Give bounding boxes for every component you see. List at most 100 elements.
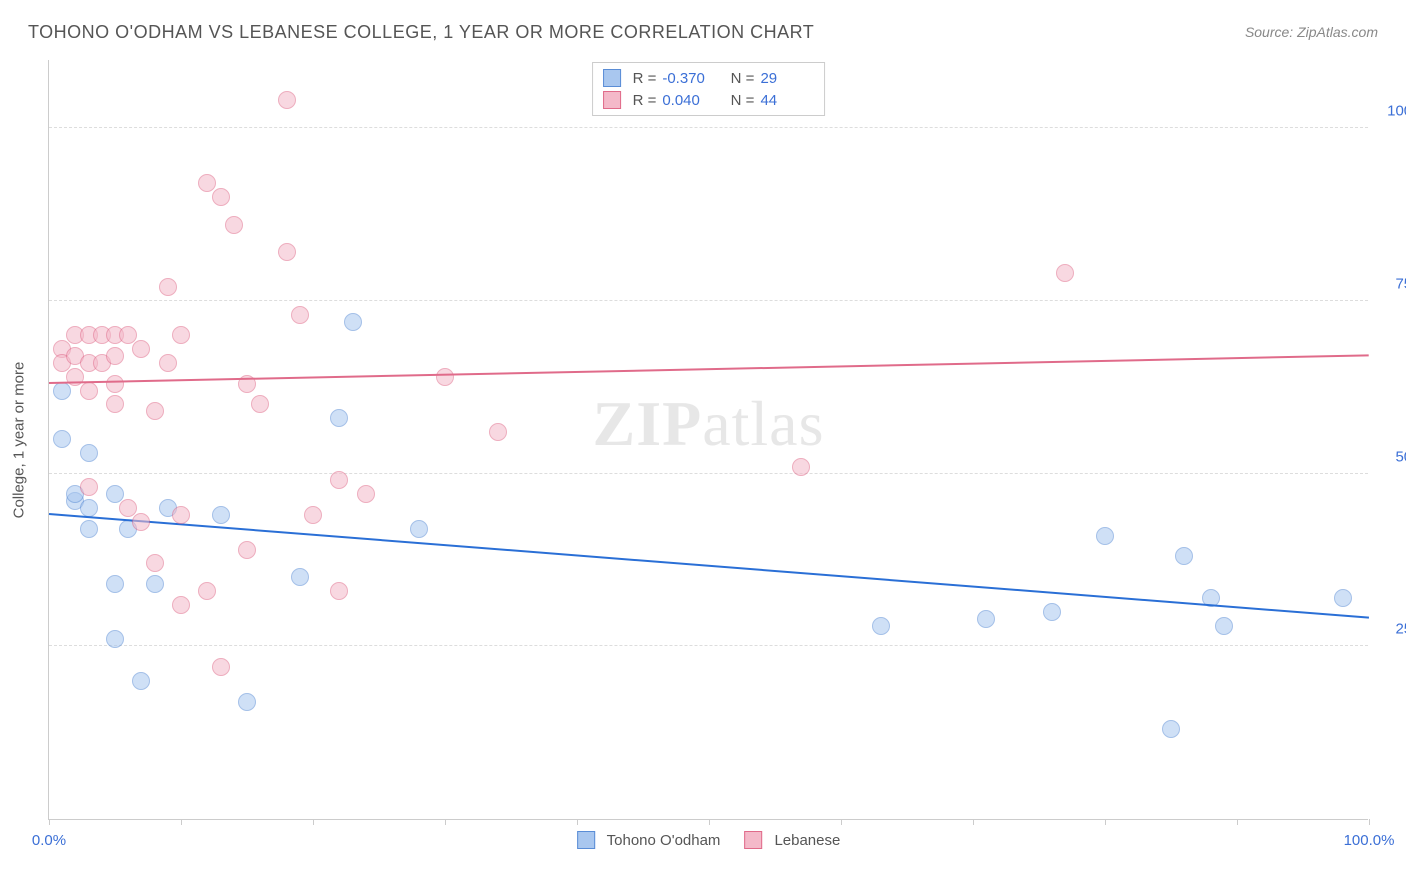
scatter-point bbox=[198, 582, 216, 600]
y-tick-label: 50.0% bbox=[1378, 448, 1406, 465]
legend-swatch bbox=[577, 831, 595, 849]
scatter-point bbox=[1056, 264, 1074, 282]
scatter-point bbox=[410, 520, 428, 538]
scatter-point bbox=[146, 575, 164, 593]
y-tick-label: 25.0% bbox=[1378, 621, 1406, 638]
x-tick-mark bbox=[577, 819, 578, 825]
scatter-point bbox=[1175, 547, 1193, 565]
x-tick-label: 100.0% bbox=[1344, 832, 1395, 849]
scatter-point bbox=[872, 617, 890, 635]
series-legend-label: Tohono O'odham bbox=[607, 832, 721, 849]
scatter-point bbox=[53, 382, 71, 400]
scatter-point bbox=[330, 582, 348, 600]
scatter-point bbox=[251, 395, 269, 413]
scatter-point bbox=[1096, 527, 1114, 545]
scatter-point bbox=[80, 520, 98, 538]
legend-swatch bbox=[603, 91, 621, 109]
scatter-point bbox=[172, 326, 190, 344]
x-tick-mark bbox=[841, 819, 842, 825]
trend-line bbox=[49, 354, 1369, 384]
r-label: R = bbox=[633, 70, 657, 87]
scatter-point bbox=[132, 340, 150, 358]
scatter-point bbox=[1215, 617, 1233, 635]
series-legend-item: Lebanese bbox=[744, 831, 840, 849]
scatter-point bbox=[1162, 720, 1180, 738]
scatter-point bbox=[80, 478, 98, 496]
scatter-point bbox=[977, 610, 995, 628]
scatter-point bbox=[106, 347, 124, 365]
scatter-point bbox=[330, 409, 348, 427]
scatter-point bbox=[132, 513, 150, 531]
y-tick-label: 75.0% bbox=[1378, 275, 1406, 292]
scatter-point bbox=[1334, 589, 1352, 607]
x-tick-mark bbox=[49, 819, 50, 825]
stats-legend-row: R = 0.040 N = 44 bbox=[603, 89, 815, 111]
scatter-point bbox=[106, 375, 124, 393]
scatter-point bbox=[436, 368, 454, 386]
x-tick-mark bbox=[709, 819, 710, 825]
scatter-point bbox=[106, 630, 124, 648]
scatter-point bbox=[212, 188, 230, 206]
scatter-point bbox=[489, 423, 507, 441]
y-tick-label: 100.0% bbox=[1378, 103, 1406, 120]
watermark-bold: ZIP bbox=[593, 388, 703, 459]
r-value: 0.040 bbox=[662, 92, 716, 109]
x-tick-mark bbox=[181, 819, 182, 825]
scatter-point bbox=[53, 430, 71, 448]
scatter-point bbox=[172, 596, 190, 614]
x-tick-mark bbox=[1237, 819, 1238, 825]
scatter-point bbox=[80, 382, 98, 400]
x-tick-mark bbox=[313, 819, 314, 825]
stats-legend: R = -0.370 N = 29 R = 0.040 N = 44 bbox=[592, 62, 826, 116]
r-value: -0.370 bbox=[662, 70, 716, 87]
gridline bbox=[49, 300, 1368, 301]
trend-line bbox=[49, 513, 1369, 619]
scatter-point bbox=[278, 91, 296, 109]
x-tick-mark bbox=[445, 819, 446, 825]
n-value: 29 bbox=[760, 70, 814, 87]
scatter-point bbox=[159, 354, 177, 372]
scatter-point bbox=[291, 306, 309, 324]
gridline bbox=[49, 645, 1368, 646]
chart-title: TOHONO O'ODHAM VS LEBANESE COLLEGE, 1 YE… bbox=[28, 22, 814, 43]
gridline bbox=[49, 127, 1368, 128]
scatter-point bbox=[159, 278, 177, 296]
scatter-point bbox=[1043, 603, 1061, 621]
y-axis-label: College, 1 year or more bbox=[11, 361, 28, 518]
n-value: 44 bbox=[760, 92, 814, 109]
n-label: N = bbox=[722, 92, 754, 109]
n-label: N = bbox=[722, 70, 754, 87]
scatter-point bbox=[238, 693, 256, 711]
scatter-point bbox=[792, 458, 810, 476]
scatter-point bbox=[344, 313, 362, 331]
watermark: ZIPatlas bbox=[593, 387, 825, 461]
scatter-point bbox=[238, 541, 256, 559]
scatter-point bbox=[80, 444, 98, 462]
legend-swatch bbox=[744, 831, 762, 849]
x-tick-label: 0.0% bbox=[32, 832, 66, 849]
scatter-point bbox=[330, 471, 348, 489]
scatter-plot: College, 1 year or more ZIPatlas R =-0.3… bbox=[48, 60, 1368, 820]
x-tick-mark bbox=[1105, 819, 1106, 825]
scatter-point bbox=[291, 568, 309, 586]
series-legend-item: Tohono O'odham bbox=[577, 831, 721, 849]
scatter-point bbox=[106, 395, 124, 413]
x-tick-mark bbox=[1369, 819, 1370, 825]
x-tick-mark bbox=[973, 819, 974, 825]
scatter-point bbox=[132, 672, 150, 690]
gridline bbox=[49, 473, 1368, 474]
scatter-point bbox=[106, 575, 124, 593]
scatter-point bbox=[225, 216, 243, 234]
source-attribution: Source: ZipAtlas.com bbox=[1245, 24, 1378, 40]
legend-swatch bbox=[603, 69, 621, 87]
scatter-point bbox=[212, 658, 230, 676]
scatter-point bbox=[146, 402, 164, 420]
stats-legend-row: R = -0.370 N = 29 bbox=[603, 67, 815, 89]
scatter-point bbox=[278, 243, 296, 261]
watermark-rest: atlas bbox=[702, 388, 824, 459]
r-label: R = bbox=[633, 92, 657, 109]
scatter-point bbox=[357, 485, 375, 503]
series-legend: Tohono O'odham Lebanese bbox=[577, 831, 841, 849]
scatter-point bbox=[146, 554, 164, 572]
scatter-point bbox=[304, 506, 322, 524]
